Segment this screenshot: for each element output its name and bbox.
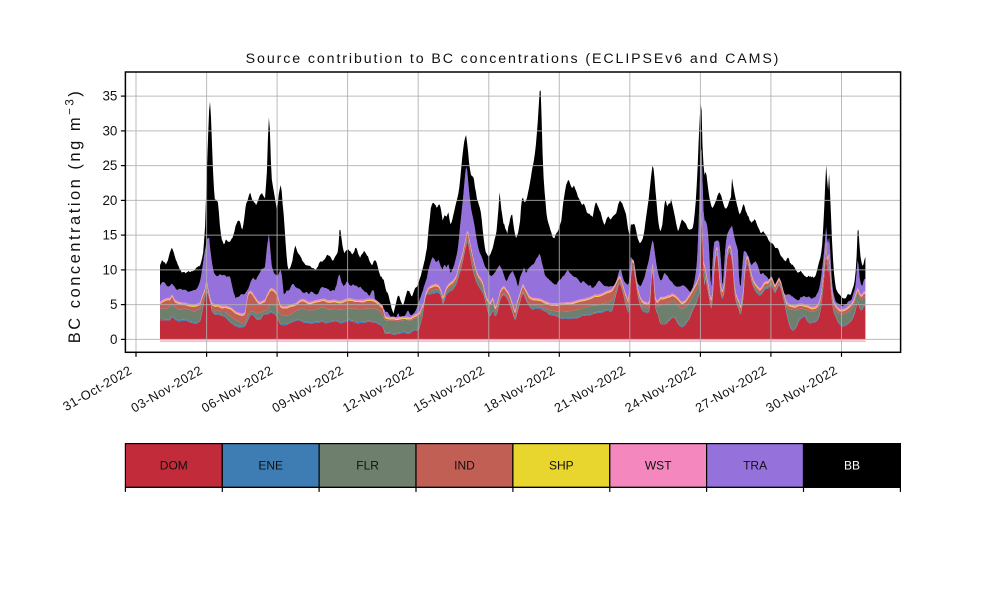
- svg-text:25: 25: [102, 158, 117, 173]
- svg-text:20: 20: [102, 193, 117, 208]
- svg-text:BC concentration (ng m−3): BC concentration (ng m−3): [65, 89, 85, 343]
- svg-text:SHP: SHP: [549, 459, 574, 473]
- svg-text:BB: BB: [844, 459, 860, 473]
- svg-text:Source contribution to BC conc: Source contribution to BC concentrations…: [246, 51, 781, 67]
- svg-text:5: 5: [110, 297, 117, 312]
- svg-text:35: 35: [102, 89, 117, 104]
- svg-text:30: 30: [102, 123, 117, 138]
- svg-text:ENE: ENE: [258, 459, 283, 473]
- svg-text:15: 15: [102, 228, 117, 243]
- svg-text:TRA: TRA: [743, 459, 767, 473]
- svg-text:FLR: FLR: [356, 459, 379, 473]
- svg-text:10: 10: [102, 262, 117, 277]
- svg-text:WST: WST: [645, 459, 672, 473]
- svg-text:DOM: DOM: [160, 459, 188, 473]
- svg-text:IND: IND: [454, 459, 475, 473]
- svg-text:0: 0: [110, 332, 117, 347]
